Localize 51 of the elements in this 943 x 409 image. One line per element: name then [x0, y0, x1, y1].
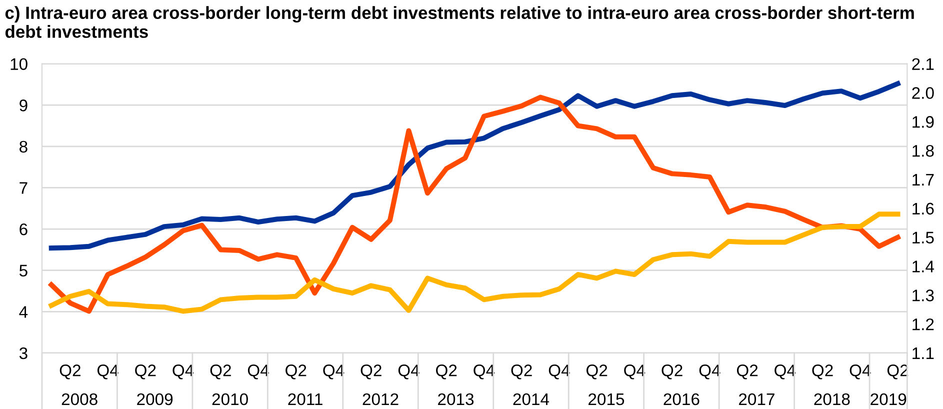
- x-tick-label: Q4: [624, 364, 646, 380]
- x-tick-label: Q2: [812, 364, 833, 380]
- text: 2015: [588, 393, 624, 406]
- y2-tick-label: 2.0: [912, 87, 934, 99]
- y2-tick-label: 1.8: [912, 144, 934, 157]
- x-tick-label: Q4: [699, 364, 720, 380]
- y2-tick-label: 1.6: [912, 202, 934, 215]
- x-tick-label: Q4: [474, 364, 495, 380]
- text: 2018: [814, 393, 850, 406]
- text: 2017: [739, 393, 774, 406]
- y-tick-label: 3: [19, 347, 28, 360]
- y-tick-label: 5: [19, 264, 28, 277]
- x-tick-label: Q2: [210, 364, 231, 380]
- y-tick-label: 7: [20, 182, 28, 194]
- text: 2008: [62, 393, 98, 406]
- x-tick-label: Q2: [736, 364, 758, 380]
- text: 2019: [870, 393, 906, 406]
- x-tick-label: Q4: [548, 364, 570, 380]
- text: 2011: [288, 393, 322, 406]
- y-tick-label: 9: [20, 100, 28, 112]
- x-tick-label: Q2: [436, 364, 457, 380]
- x-tick-label: Q4: [323, 364, 344, 380]
- x-tick-label: Q2: [360, 364, 382, 380]
- text: 2012: [362, 393, 398, 406]
- x-tick-label: Q2: [511, 364, 532, 380]
- x-tick-label: Q2: [586, 364, 608, 380]
- x-tick-label: Q2: [135, 364, 156, 380]
- text: 2010: [212, 393, 248, 406]
- text: 2014: [513, 393, 550, 406]
- y-tick-label: 10: [10, 58, 28, 70]
- x-tick-label: Q4: [172, 364, 194, 380]
- y-tick-label: 6: [20, 223, 28, 236]
- y2-tick-label: 1.4: [912, 260, 934, 272]
- y2-tick-label: 1.5: [912, 232, 934, 244]
- y-tick-label: 4: [19, 306, 28, 318]
- text: 2016: [664, 393, 700, 406]
- text: 2013: [438, 393, 474, 406]
- x-tick-label: Q4: [850, 364, 871, 380]
- y2-tick-label: 1.9: [912, 116, 934, 128]
- x-tick-label: Q2: [286, 364, 306, 380]
- x-tick-label: Q4: [774, 364, 796, 380]
- y-tick-label: 8: [20, 140, 28, 153]
- chart-title: c) Intra-euro area cross-border long-term debt investments relative to intra-euro area cross-border short-term debt investments: [5, 6, 914, 38]
- y2-tick-label: 1.7: [912, 174, 934, 186]
- y2-tick-label: 1.1: [912, 348, 934, 360]
- x-tick-label: Q2: [662, 364, 682, 380]
- y2-tick-label: 1.2: [912, 318, 934, 330]
- y2-tick-label: 2.1: [912, 58, 934, 70]
- x-tick-label: Q2: [60, 364, 80, 380]
- y2-tick-label: 1.3: [912, 290, 934, 302]
- text: 2009: [137, 393, 173, 406]
